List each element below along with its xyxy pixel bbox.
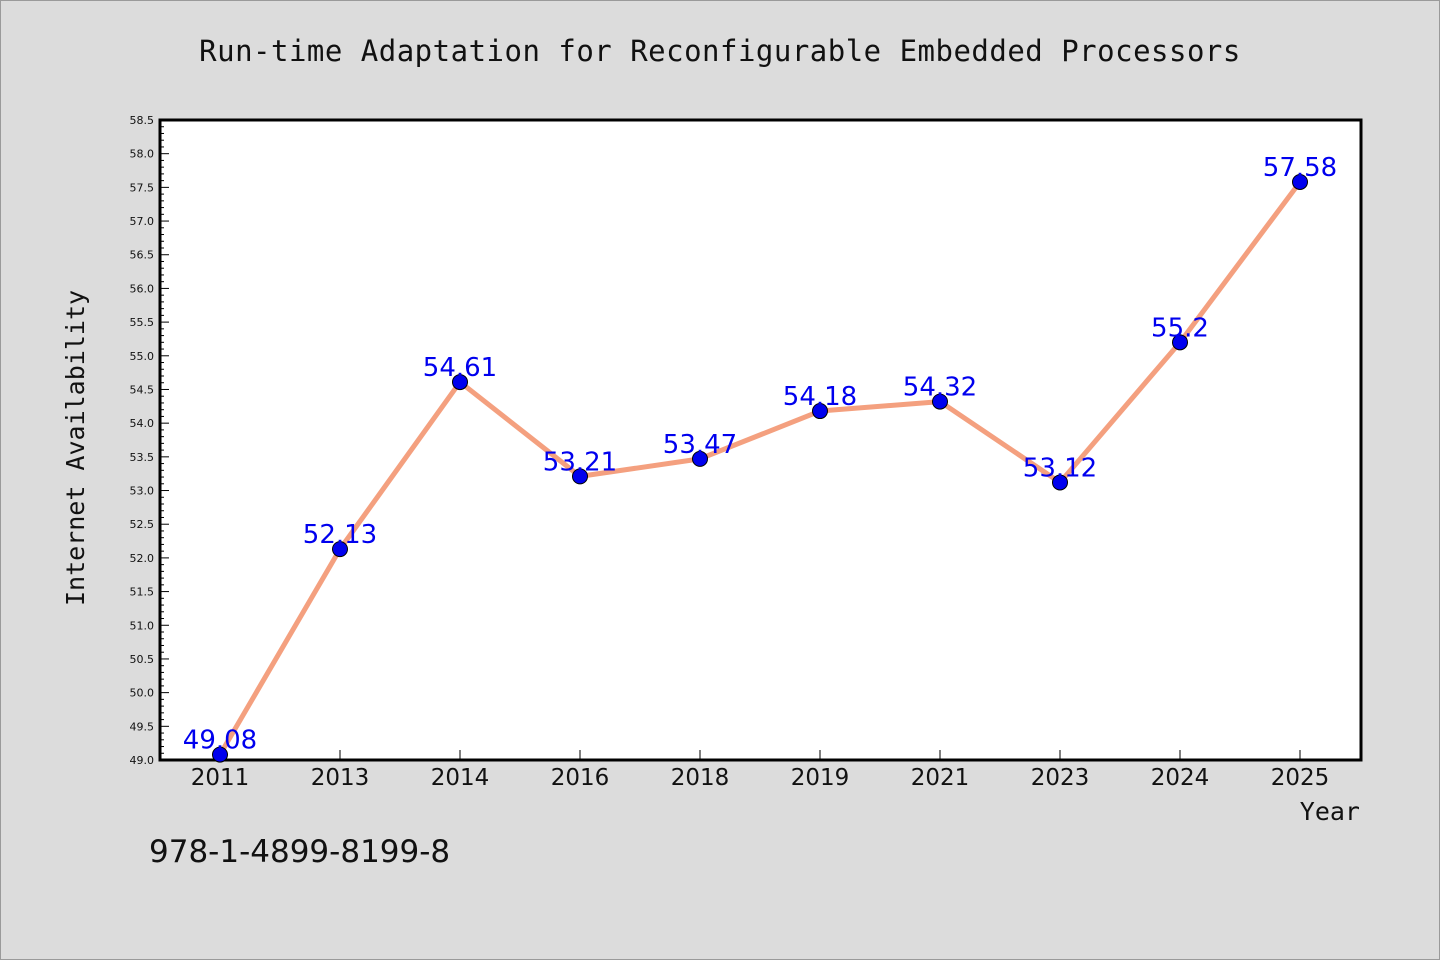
x-tick-label: 2011 xyxy=(191,765,250,791)
x-tick-label: 2019 xyxy=(791,765,850,791)
series-group: 49.08 52.13 54.61 53.21 53.47 54.18 54.32 53.12… xyxy=(183,153,1337,763)
y-tick-label: 53.0 xyxy=(130,485,155,498)
y-tick-label: 56.5 xyxy=(130,249,155,262)
y-tick-label: 53.5 xyxy=(130,451,155,464)
y-tick-label: 55.5 xyxy=(130,316,155,329)
y-tick-label: 57.5 xyxy=(130,181,155,194)
y-tick-label: 49.5 xyxy=(130,720,155,733)
data-label: 53.21 xyxy=(543,447,617,477)
y-tick-label: 51.0 xyxy=(130,619,155,632)
chart-title: Run-time Adaptation for Reconfigurable E… xyxy=(199,34,1241,68)
y-tick-label: 58.0 xyxy=(130,148,155,161)
data-point xyxy=(212,746,228,763)
data-point xyxy=(1172,334,1188,351)
x-tick-label: 2013 xyxy=(311,765,370,791)
y-tick-label: 54.5 xyxy=(130,383,155,396)
isbn-label: 978-1-4899-8199-8 xyxy=(149,834,451,870)
plot-area xyxy=(158,118,1363,762)
x-tick-label: 2024 xyxy=(1151,765,1210,791)
y-tick-label: 49.0 xyxy=(130,754,155,767)
data-label: 54.32 xyxy=(903,373,977,403)
x-tick-label: 2018 xyxy=(671,765,730,791)
data-label: 52.13 xyxy=(303,520,377,550)
y-tick-label: 56.0 xyxy=(130,282,155,295)
data-point xyxy=(1292,173,1308,190)
data-point xyxy=(452,374,468,391)
x-tick-label: 2014 xyxy=(431,765,490,791)
y-tick-label: 55.0 xyxy=(130,350,155,363)
data-label: 55.2 xyxy=(1151,313,1209,343)
y-tick-label: 52.0 xyxy=(130,552,155,565)
y-tick-label: 52.5 xyxy=(130,518,155,531)
data-label: 53.47 xyxy=(663,430,737,460)
data-point xyxy=(332,541,348,558)
data-label: 54.18 xyxy=(783,382,857,412)
y-tick-label: 51.5 xyxy=(130,586,155,599)
x-tick-label: 2016 xyxy=(551,765,610,791)
y-tick-label: 57.0 xyxy=(130,215,155,228)
x-tick-label: 2021 xyxy=(911,765,970,791)
data-point xyxy=(572,468,588,485)
y-tick-label: 54.0 xyxy=(130,417,155,430)
data-point xyxy=(812,403,828,420)
y-tick-label: 50.0 xyxy=(130,687,155,700)
y-tick-label: 58.5 xyxy=(130,114,155,127)
data-point xyxy=(1052,474,1068,491)
x-tick-label: 2023 xyxy=(1031,765,1090,791)
data-label: 49.08 xyxy=(183,726,257,756)
y-tick-label: 50.5 xyxy=(130,653,155,666)
y-axis-label: Internet Availability xyxy=(61,290,90,606)
x-axis-label: Year xyxy=(1300,797,1360,826)
x-tick-label: 2025 xyxy=(1271,765,1330,791)
series-line xyxy=(217,179,1303,758)
data-label: 53.12 xyxy=(1023,453,1097,483)
data-label: 57.58 xyxy=(1263,153,1337,183)
data-point xyxy=(692,450,708,467)
y-axis-ticks: 49.0 49.5 50.0 50.5 51.0 51.5 52.0 52.5 53.0 53.5… xyxy=(130,114,169,767)
x-axis-ticks: 2011 2013 2014 2016 2018 2019 2021 2023 2024 2025 xyxy=(191,750,1330,791)
data-label: 54.61 xyxy=(423,353,497,383)
data-point xyxy=(932,393,948,410)
